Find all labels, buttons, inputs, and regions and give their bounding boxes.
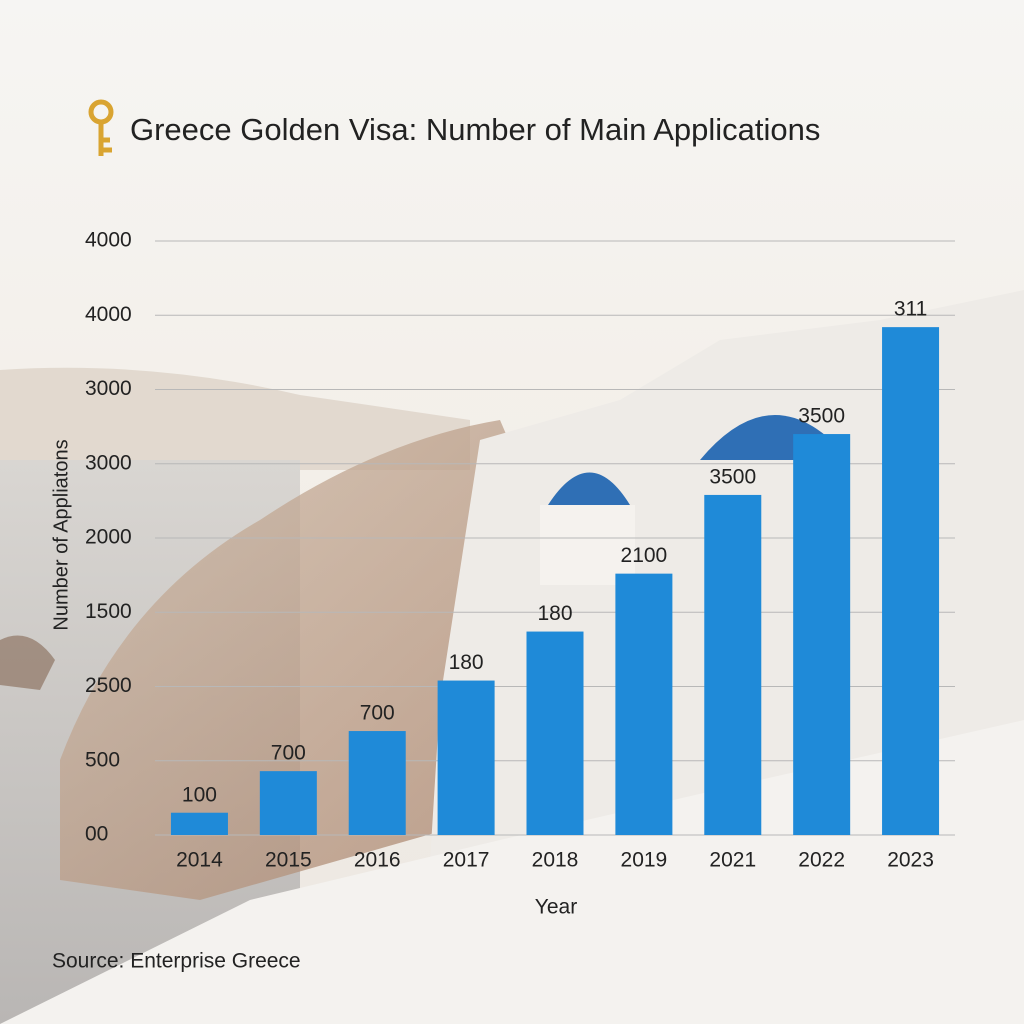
bar: [170, 812, 228, 835]
x-tick-label: 2017: [443, 849, 490, 872]
y-tick-label: 3000: [85, 451, 132, 474]
bar-annotation: 100: [182, 783, 217, 806]
y-tick-label: 1500: [85, 600, 132, 623]
y-tick-label: 2000: [85, 526, 132, 549]
bar: [348, 731, 406, 835]
bar: [526, 631, 584, 835]
y-tick-label: 2500: [85, 674, 132, 697]
bar-annotation: 180: [537, 602, 572, 625]
bar: [437, 680, 495, 835]
x-tick-label: 2018: [532, 849, 579, 872]
y-tick-label: 3000: [85, 377, 132, 400]
bar-annotation: 3500: [798, 405, 845, 428]
bar-annotation: 700: [271, 742, 306, 765]
x-tick-label: 2015: [265, 849, 312, 872]
x-axis-label: Year: [535, 896, 577, 919]
bar: [793, 434, 851, 835]
y-tick-label: 4000: [85, 229, 132, 252]
x-tick-label: 2023: [887, 849, 934, 872]
bar: [704, 494, 762, 835]
x-tick-label: 2022: [798, 849, 845, 872]
bar: [615, 573, 673, 835]
bar-annotation: 180: [449, 651, 484, 674]
bar: [259, 771, 317, 835]
chart-title: Greece Golden Visa: Number of Main Appli…: [130, 112, 820, 147]
x-tick-label: 2016: [354, 849, 401, 872]
bar: [882, 327, 940, 835]
bar-annotation: 3500: [709, 465, 756, 488]
y-axis-label: Number of Appliatons: [50, 439, 72, 630]
x-tick-label: 2021: [709, 849, 756, 872]
y-tick-label: 00: [85, 823, 108, 846]
x-tick-label: 2014: [176, 849, 223, 872]
title-icon: [88, 99, 114, 156]
x-tick-label: 2019: [621, 849, 668, 872]
y-tick-label: 4000: [85, 303, 132, 326]
bar-annotation: 700: [360, 702, 395, 725]
bar-annotation: 311: [894, 298, 927, 321]
y-tick-label: 500: [85, 748, 120, 771]
source: Source: Enterprise Greece: [52, 950, 301, 973]
bar-annotation: 2100: [621, 544, 668, 567]
